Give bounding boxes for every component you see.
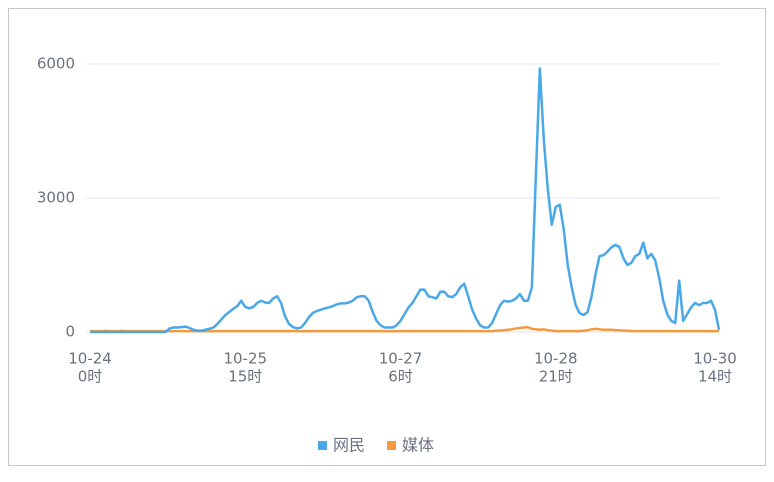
x-tick-label: 10-27 [379,350,423,368]
x-tick-label: 0时 [78,368,103,386]
x-tick-label: 10-24 [68,350,112,368]
y-tick-label: 0 [65,323,75,341]
x-tick-label: 15时 [228,368,262,386]
x-tick-label: 10-30 [693,350,737,368]
legend-label: 网民 [333,436,365,455]
legend-swatch [318,441,327,450]
legend-swatch [387,441,397,450]
y-tick-label: 6000 [37,55,75,73]
legend-label: 媒体 [402,436,434,455]
x-tick-label: 10-25 [223,350,267,368]
x-tick-label: 6时 [388,368,413,386]
x-tick-label: 10-28 [534,350,578,368]
legend: 网民 媒体 [318,436,434,455]
y-tick-label: 3000 [37,189,75,207]
data-line [90,67,721,334]
chart-frame [8,8,766,466]
x-tick-label: 14时 [698,368,732,386]
x-tick-label: 21时 [539,368,573,386]
